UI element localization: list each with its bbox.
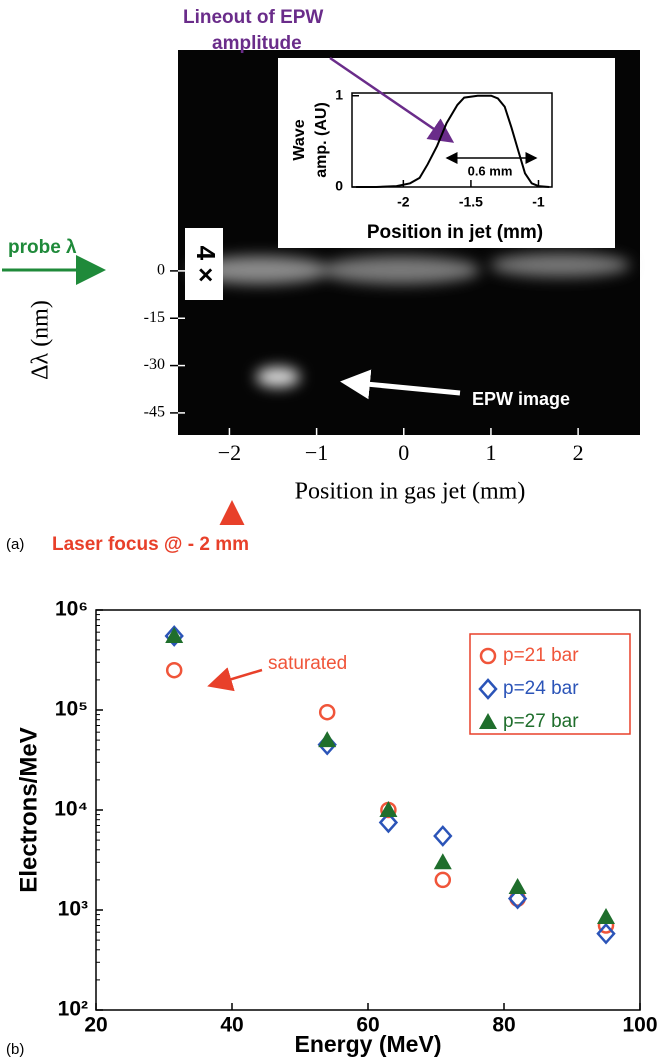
- y-tick-label: 0: [335, 178, 343, 194]
- figure: 4 × EPW image probe λ Laser focus @ - 2 …: [0, 0, 666, 1061]
- point: [479, 713, 497, 729]
- y-tick-label: 10⁵: [55, 698, 88, 721]
- epw-label: EPW image: [472, 389, 570, 409]
- point: [320, 705, 334, 719]
- saturated-arrow: [212, 670, 262, 685]
- legend-label: p=27 bar: [503, 711, 579, 732]
- saturated-label: saturated: [268, 653, 347, 674]
- inset-y-label: amp. (AU): [313, 102, 330, 178]
- point: [480, 680, 496, 698]
- x-tick-label: -1.5: [459, 194, 483, 210]
- point: [509, 878, 527, 894]
- x-tick-label: -2: [397, 194, 410, 210]
- x-tick-label: 40: [220, 1014, 243, 1037]
- x-tick-label: 80: [492, 1014, 515, 1037]
- scale-label: 4 ×: [191, 246, 221, 283]
- point: [597, 908, 615, 924]
- point: [435, 827, 451, 845]
- probe-label: probe λ: [8, 237, 77, 258]
- y-tick-label: 0: [157, 262, 165, 279]
- panel-label: (b): [6, 1041, 24, 1058]
- x-axis-label: Position in gas jet (mm): [295, 479, 526, 505]
- x-tick-label: 0: [398, 440, 409, 465]
- legend-label: p=21 bar: [503, 645, 579, 666]
- focus-label: Laser focus @ - 2 mm: [52, 534, 249, 555]
- plot-frame: [96, 610, 640, 1010]
- x-tick-label: -1: [532, 194, 545, 210]
- y-tick-label: 10²: [58, 998, 88, 1021]
- point: [481, 649, 495, 663]
- y-tick-label: -15: [144, 309, 165, 326]
- y-tick-label: 10⁶: [55, 598, 88, 621]
- y-tick-label: 10³: [58, 898, 88, 921]
- y-axis-label: Δλ (nm): [28, 300, 54, 380]
- inset-x-label: Position in jet (mm): [367, 222, 543, 243]
- legend-label: p=24 bar: [503, 678, 579, 699]
- width-label: 0.6 mm: [468, 163, 513, 178]
- y-tick-label: -30: [144, 356, 165, 373]
- x-tick-label: −2: [218, 440, 241, 465]
- y-tick-label: 1: [335, 86, 343, 102]
- inset-title: amplitude: [212, 33, 302, 54]
- x-tick-label: 100: [622, 1014, 657, 1037]
- x-tick-label: 60: [356, 1014, 379, 1037]
- point: [434, 853, 452, 869]
- inset-title: Lineout of EPW: [183, 7, 323, 28]
- x-tick-label: 1: [485, 440, 496, 465]
- y-tick-label: -45: [144, 404, 165, 421]
- point: [167, 663, 181, 677]
- y-tick-label: 10⁴: [54, 798, 88, 821]
- x-tick-label: 2: [573, 440, 584, 465]
- inset-y-label: Wave: [291, 119, 308, 160]
- point: [318, 731, 336, 747]
- x-tick-label: −1: [305, 440, 328, 465]
- panel-label: (a): [6, 536, 24, 553]
- point: [436, 873, 450, 887]
- y-axis-label: Electrons/MeV: [15, 727, 42, 892]
